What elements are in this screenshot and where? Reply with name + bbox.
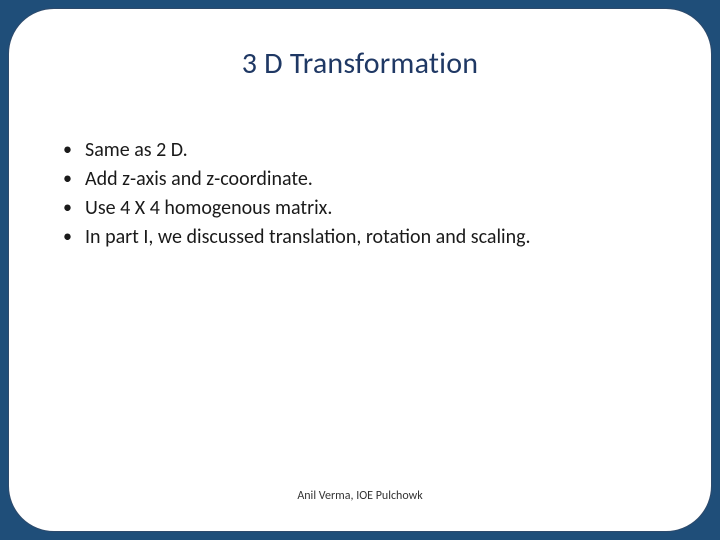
bullet-list: Same as 2 D. Add z-axis and z-coordinate… [57,137,663,251]
list-item: Use 4 X 4 homogenous matrix. [57,195,663,222]
list-item: In part I, we discussed translation, rot… [57,224,663,251]
list-item: Add z-axis and z-coordinate. [57,166,663,193]
slide-panel: 3 D Transformation Same as 2 D. Add z-ax… [8,8,712,532]
slide-title: 3 D Transformation [9,45,711,82]
slide-footer: Anil Verma, IOE Pulchowk [9,489,711,503]
list-item: Same as 2 D. [57,137,663,164]
slide: 3 D Transformation Same as 2 D. Add z-ax… [0,0,720,540]
slide-content: Same as 2 D. Add z-axis and z-coordinate… [57,137,663,253]
